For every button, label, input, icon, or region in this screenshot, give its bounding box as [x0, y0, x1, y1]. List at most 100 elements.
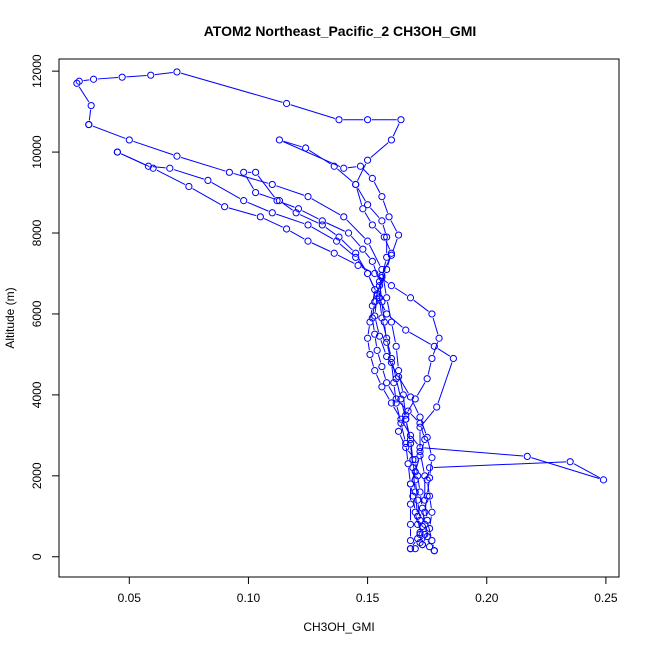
data-point: [411, 468, 419, 476]
data-point: [359, 205, 367, 213]
data-point: [304, 221, 312, 229]
data-point: [359, 245, 367, 253]
series-segment: [370, 207, 380, 219]
data-point: [173, 152, 181, 160]
data-point: [399, 391, 407, 399]
series-segment: [422, 409, 435, 425]
data-point: [371, 286, 379, 294]
data-point: [406, 480, 415, 488]
data-point: [387, 251, 396, 259]
series-segment: [374, 227, 382, 235]
series-segment: [437, 348, 451, 357]
series-segment: [387, 342, 391, 355]
data-point: [340, 213, 348, 221]
data-point: [416, 451, 424, 460]
series-segment: [180, 72, 283, 103]
data-point: [392, 375, 400, 383]
data-point: [404, 460, 412, 468]
data-point: [363, 201, 372, 209]
data-point: [423, 375, 431, 383]
series-segment: [88, 109, 92, 121]
data-point: [428, 454, 436, 462]
data-point: [387, 399, 396, 407]
data-point: [387, 282, 396, 290]
y-tick-label: 0: [30, 553, 44, 560]
data-point: [363, 156, 372, 164]
series-segment: [192, 188, 222, 206]
series-segment: [126, 74, 147, 78]
x-tick-label: 0.10: [237, 591, 261, 605]
data-point: [73, 79, 81, 87]
data-point: [292, 209, 300, 217]
data-point: [304, 192, 312, 201]
series-segment: [394, 287, 408, 296]
data-point: [449, 354, 457, 363]
data-point: [425, 474, 434, 482]
series-segment: [357, 163, 367, 181]
data-point: [599, 476, 608, 484]
data-point: [411, 508, 419, 516]
chart-title: ATOM2 Northeast_Pacific_2 CH3OH_GMI: [204, 23, 477, 39]
x-axis-label: CH3OH_GMI: [303, 620, 374, 634]
series-segment: [263, 218, 283, 228]
data-point: [418, 541, 427, 549]
data-point: [371, 367, 379, 375]
data-point: [402, 326, 410, 334]
data-point: [425, 543, 434, 551]
x-axis: 0.05 0.10 0.15 0.20 0.25: [118, 576, 618, 605]
data-point: [387, 136, 396, 144]
series-segment: [401, 402, 406, 416]
data-point: [85, 120, 93, 129]
data-point: [344, 229, 353, 237]
series-segment: [416, 382, 426, 396]
data-point: [416, 516, 424, 524]
data-point: [383, 294, 391, 302]
series-segment: [337, 254, 355, 264]
data-point: [251, 168, 260, 176]
data-point: [368, 314, 376, 322]
data-point: [378, 298, 386, 306]
data-point: [378, 217, 386, 225]
data-point: [251, 188, 260, 197]
data-point: [268, 209, 276, 217]
series-segment: [386, 301, 392, 319]
series-segment: [405, 447, 409, 460]
data-point: [282, 99, 291, 108]
series-segment: [382, 224, 386, 234]
data-point: [294, 205, 303, 213]
data-point: [423, 532, 431, 541]
data-point: [383, 352, 391, 361]
data-point: [406, 520, 415, 528]
data-point: [387, 354, 396, 363]
data-point: [225, 168, 233, 176]
data-point: [87, 101, 95, 110]
series-segment: [356, 188, 363, 205]
data-point: [411, 395, 419, 403]
series-segment: [391, 326, 396, 343]
data-point: [411, 545, 419, 553]
series-segment: [412, 463, 416, 476]
data-point: [397, 116, 405, 124]
data-point: [416, 413, 424, 421]
data-point: [523, 452, 531, 461]
data-point: [406, 536, 415, 545]
data-point: [402, 443, 410, 452]
data-point: [335, 116, 343, 124]
series-segment: [388, 386, 395, 396]
data-point: [406, 435, 415, 444]
series-segment: [370, 358, 375, 367]
series-segment: [433, 461, 566, 469]
series-segment: [382, 261, 387, 274]
series-segment: [311, 198, 341, 216]
data-point: [394, 427, 403, 435]
data-point: [371, 298, 379, 306]
series-segment: [363, 168, 370, 176]
data-point: [402, 415, 410, 423]
data-point: [406, 393, 415, 401]
series-segment: [379, 301, 382, 314]
series-segment: [389, 316, 403, 328]
y-tick-label: 6000: [30, 300, 44, 327]
series-segment: [280, 201, 295, 208]
data-point: [363, 237, 372, 245]
data-point: [335, 233, 343, 241]
